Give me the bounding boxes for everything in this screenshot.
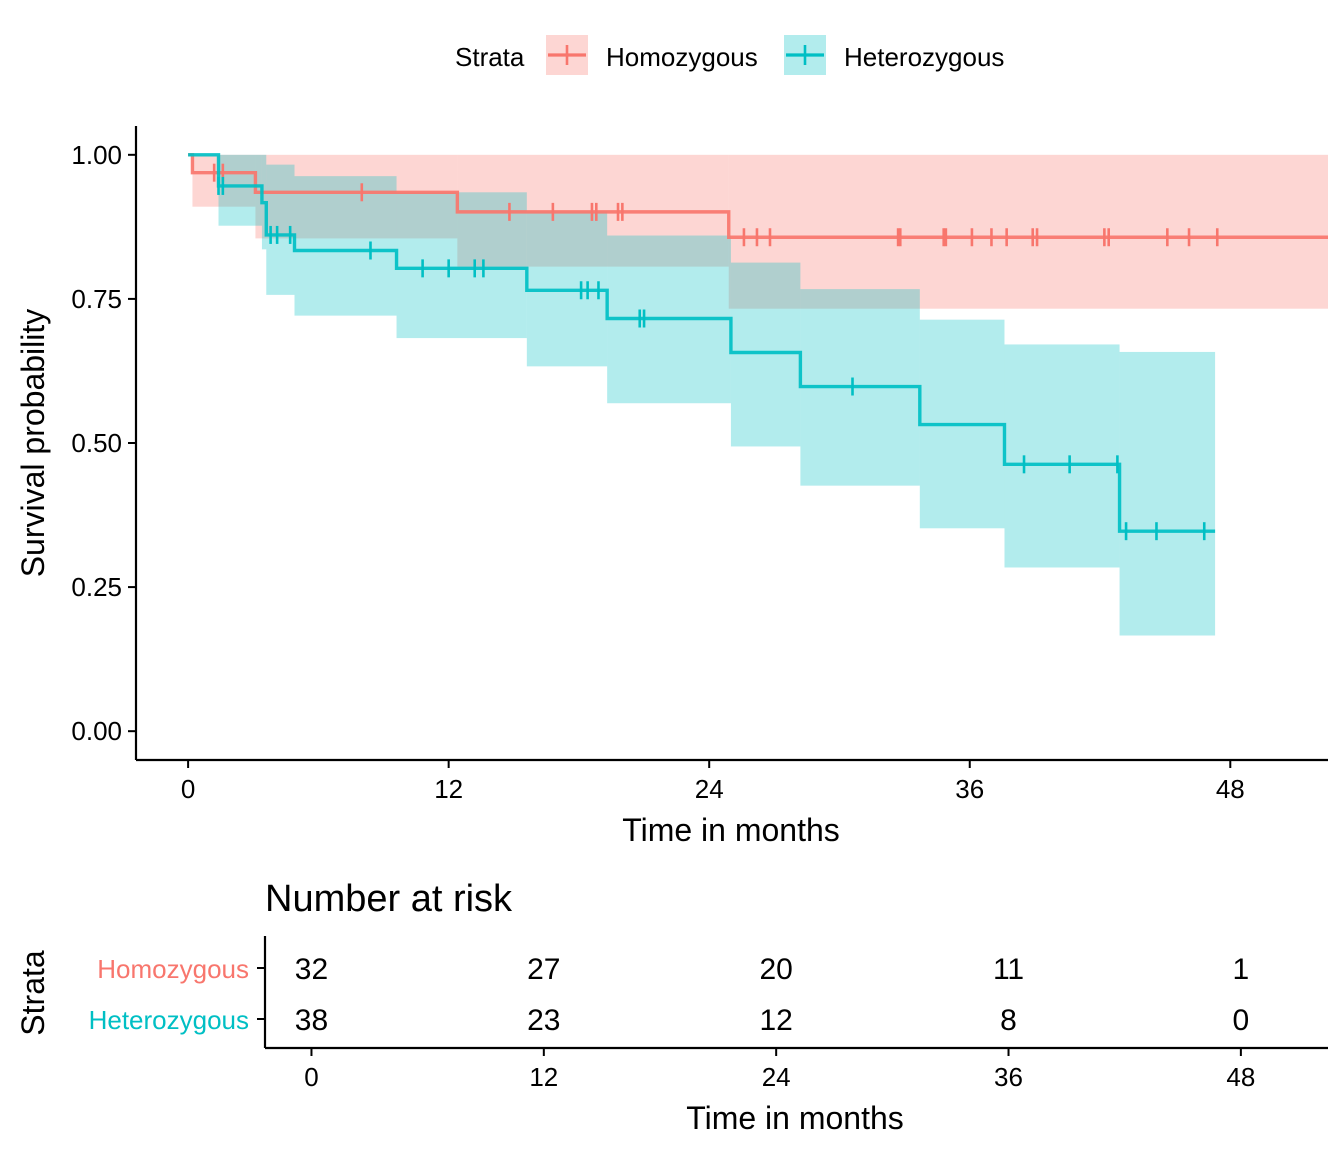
risk-cell: 20	[759, 953, 792, 986]
ci-band-heterozygous-11	[1004, 344, 1120, 568]
risk-row-label-homozygous: Homozygous	[97, 954, 249, 984]
risk-table-x-title: Time in months	[686, 1100, 904, 1136]
confidence-bands	[192, 154, 1328, 636]
y-tick-label: 0.75	[71, 284, 122, 314]
legend-label-homozygous: Homozygous	[606, 42, 758, 72]
x-axis-title: Time in months	[622, 812, 840, 848]
risk-x-tick-label: 24	[762, 1062, 791, 1092]
risk-cell: 0	[1233, 1004, 1250, 1037]
risk-cell: 11	[993, 953, 1024, 986]
x-tick-label: 48	[1216, 774, 1245, 804]
x-tick-label: 24	[695, 774, 724, 804]
legend: Strata Homozygous Heterozygous	[455, 35, 1004, 75]
ci-band-homozygous-4	[728, 154, 1328, 309]
risk-table: Number at risk Homozygous 32 27 20 11 1Hetero…	[15, 878, 1328, 1136]
y-tick-label: 1.00	[71, 140, 122, 170]
risk-x-tick-label: 12	[529, 1062, 558, 1092]
x-tick-label: 12	[434, 774, 463, 804]
ci-band-heterozygous-5	[396, 192, 527, 339]
risk-table-title: Number at risk	[265, 878, 513, 920]
risk-cell: 27	[527, 953, 560, 986]
risk-row-label-heterozygous: Heterozygous	[89, 1005, 249, 1035]
legend-label-heterozygous: Heterozygous	[844, 42, 1004, 72]
risk-cell: 8	[1000, 1004, 1017, 1037]
risk-cell: 38	[295, 1004, 328, 1037]
ci-band-heterozygous-8	[730, 262, 801, 447]
plot-axes: 0.00 0.25 0.50 0.75 1.00 0 12 24 36 48	[71, 126, 1328, 804]
ci-band-heterozygous-12	[1119, 351, 1216, 636]
risk-cell: 1	[1233, 953, 1250, 986]
risk-cell: 23	[527, 1004, 560, 1037]
x-tick-label: 36	[955, 774, 984, 804]
km-plot: 0.00 0.25 0.50 0.75 1.00 0 12 24 36 48 Survival p…	[15, 126, 1328, 848]
x-tick-label: 0	[181, 774, 195, 804]
risk-x-tick-label: 48	[1226, 1062, 1255, 1092]
survival-curves	[188, 153, 1328, 533]
risk-cell: 12	[759, 1004, 792, 1037]
ci-band-heterozygous-4	[294, 176, 397, 316]
risk-x-tick-label: 36	[994, 1062, 1023, 1092]
risk-table-y-title: Strata	[15, 950, 51, 1036]
y-tick-label: 0.25	[71, 572, 122, 602]
legend-title: Strata	[455, 42, 525, 72]
ci-band-homozygous-2	[255, 154, 458, 239]
risk-cell: 32	[295, 953, 328, 986]
y-tick-label: 0.50	[71, 428, 122, 458]
survival-line-heterozygous	[188, 153, 1216, 533]
censor-marks	[212, 163, 1219, 541]
y-axis-title: Survival probability	[15, 309, 51, 578]
legend-items: Homozygous Heterozygous	[546, 35, 1004, 75]
risk-x-tick-label: 0	[304, 1062, 318, 1092]
survival-line-homozygous	[188, 153, 1328, 239]
y-tick-label: 0.00	[71, 716, 122, 746]
